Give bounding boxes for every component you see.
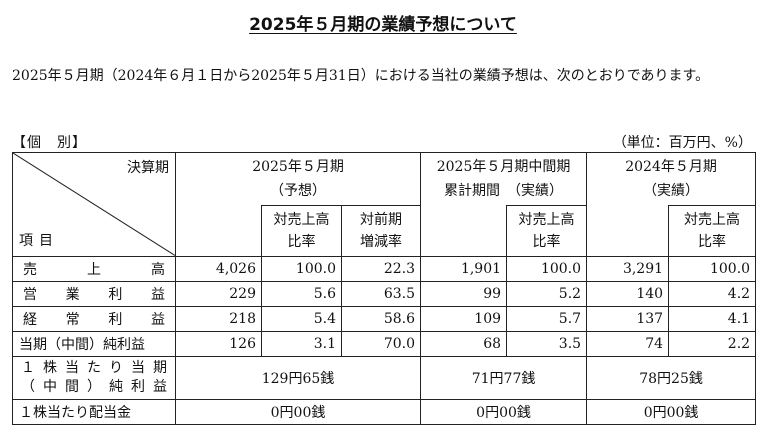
prior-ratio: 4.1 [668,305,757,332]
dividend-row: １株当たり配当金 0円00銭 0円00銭 0円00銭 [12,398,757,425]
forecast-change: 58.6 [340,305,422,332]
page-title: 2025年５月期の業績予想について [249,15,517,35]
forecast-value: 218 [175,305,262,332]
prior-value: 3,291 [586,255,670,282]
table-row: 当期（中間）純利益 126 3.1 70.0 68 3.5 74 2.2 [12,330,757,357]
forecast-ratio: 5.6 [261,280,342,307]
header-blank-cell [586,205,670,257]
eps-label-line1: １株当たり当期 [21,359,167,376]
eps-row: １株当たり当期 （中間）純利益 129円65銭 71円77銭 78円25銭 [12,355,757,400]
row-label: 当期（中間）純利益 [12,330,176,357]
header-half-note: 累計期間 （実績） [444,183,564,199]
half-ratio: 5.7 [506,305,588,332]
header-sales-ratio-line1: 対売上高 [684,211,741,228]
prior-ratio: 4.2 [668,280,757,307]
half-ratio: 3.5 [506,330,588,357]
header-blank-cell [420,205,508,257]
header-sales-ratio-line1: 対売上高 [518,211,575,228]
dividend-forecast: 0円00銭 [174,398,422,425]
header-forecast-group: 2025年５月期 （予想） [174,152,422,206]
header-prior-period: 2024年５月期 [625,159,717,175]
row-label: 経常利益 [12,305,176,332]
header-half-group: 2025年５月期中間期 累計期間 （実績） [420,152,588,206]
row-label: 営業利益 [12,280,176,307]
header-change-ratio-line1: 対前期 [360,211,403,228]
eps-half: 71円77銭 [420,355,588,400]
eps-prior: 78円25銭 [586,355,757,400]
forecast-ratio: 5.4 [261,305,342,332]
header-sales-ratio: 対売上高 比率 [261,205,342,257]
header-forecast-period: 2025年５月期 [252,159,344,175]
half-value: 99 [420,280,508,307]
table-row: 売上高 4,026 100.0 22.3 1,901 100.0 3,291 1… [12,255,757,282]
half-value: 109 [420,305,508,332]
forecast-ratio: 3.1 [261,330,342,357]
header-sales-ratio: 対売上高 比率 [506,205,588,257]
header-period-label: 決算期 [127,160,169,176]
prior-value: 74 [586,330,670,357]
header-change-ratio-line2: 増減率 [360,233,403,250]
header-blank-cell [175,205,262,257]
header-sales-ratio: 対売上高 比率 [668,205,757,257]
eps-label-line2: （中間）純利益 [21,378,167,395]
forecast-change: 63.5 [340,280,422,307]
prior-value: 140 [586,280,670,307]
header-sales-ratio-line1: 対売上高 [273,211,330,228]
half-value: 68 [420,330,508,357]
section-label: 【個 別】 [12,135,87,151]
prior-ratio: 100.0 [668,255,757,282]
table-row: 経常利益 218 5.4 58.6 109 5.7 137 4.1 [12,305,757,332]
diagonal-line [13,153,175,256]
row-label: 売上高 [12,255,176,282]
half-ratio: 100.0 [506,255,588,282]
header-diagonal-cell: 決算期 項目 [12,152,176,257]
header-item-label: 項目 [19,232,59,249]
header-change-ratio: 対前期 増減率 [340,205,422,257]
forecast-change: 70.0 [340,330,422,357]
prior-value: 137 [586,305,670,332]
eps-label: １株当たり当期 （中間）純利益 [12,355,176,400]
forecast-ratio: 100.0 [261,255,342,282]
forecast-table: 決算期 項目 2025年５月期 （予想） 2025年５月期中間期 累計期間 （実… [12,152,757,425]
dividend-label: １株当たり配当金 [12,398,176,425]
half-ratio: 5.2 [506,280,588,307]
unit-label: （単位：百万円、%） [612,135,752,151]
forecast-change: 22.3 [340,255,422,282]
header-forecast-note: （予想） [270,183,327,199]
table-row: 営業利益 229 5.6 63.5 99 5.2 140 4.2 [12,280,757,307]
header-prior-group: 2024年５月期 （実績） [586,152,757,206]
header-half-period: 2025年５月期中間期 [436,159,571,175]
header-prior-note: （実績） [643,183,700,199]
forecast-value: 4,026 [175,255,262,282]
dividend-prior: 0円00銭 [586,398,757,425]
header-sales-ratio-line2: 比率 [287,233,316,250]
prior-ratio: 2.2 [668,330,757,357]
eps-forecast: 129円65銭 [174,355,422,400]
forecast-value: 126 [175,330,262,357]
forecast-value: 229 [175,280,262,307]
intro-paragraph: 2025年５月期（2024年６月１日から2025年５月31日）における当社の業績… [12,68,710,84]
dividend-half: 0円00銭 [420,398,588,425]
half-value: 1,901 [420,255,508,282]
header-sales-ratio-line2: 比率 [532,233,561,250]
header-sales-ratio-line2: 比率 [698,233,727,250]
